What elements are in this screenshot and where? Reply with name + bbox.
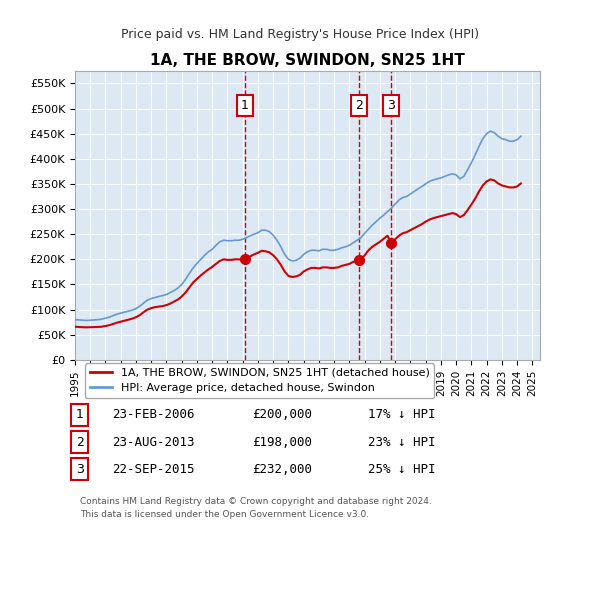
Text: 2: 2 bbox=[355, 99, 363, 112]
Text: 2: 2 bbox=[76, 435, 83, 448]
Text: 23-FEB-2006: 23-FEB-2006 bbox=[112, 408, 194, 421]
Text: £198,000: £198,000 bbox=[252, 435, 312, 448]
Text: 17% ↓ HPI: 17% ↓ HPI bbox=[368, 408, 436, 421]
Text: 1: 1 bbox=[76, 408, 83, 421]
Title: 1A, THE BROW, SWINDON, SN25 1HT: 1A, THE BROW, SWINDON, SN25 1HT bbox=[150, 53, 465, 68]
Text: 1: 1 bbox=[241, 99, 249, 112]
Legend: 1A, THE BROW, SWINDON, SN25 1HT (detached house), HPI: Average price, detached h: 1A, THE BROW, SWINDON, SN25 1HT (detache… bbox=[85, 363, 434, 398]
Text: 3: 3 bbox=[387, 99, 395, 112]
Text: 23-AUG-2013: 23-AUG-2013 bbox=[112, 435, 194, 448]
Text: £232,000: £232,000 bbox=[252, 463, 312, 476]
Text: 25% ↓ HPI: 25% ↓ HPI bbox=[368, 463, 436, 476]
Text: Price paid vs. HM Land Registry's House Price Index (HPI): Price paid vs. HM Land Registry's House … bbox=[121, 28, 479, 41]
Text: 23% ↓ HPI: 23% ↓ HPI bbox=[368, 435, 436, 448]
Text: £200,000: £200,000 bbox=[252, 408, 312, 421]
Text: 22-SEP-2015: 22-SEP-2015 bbox=[112, 463, 194, 476]
Text: 3: 3 bbox=[76, 463, 83, 476]
Text: Contains HM Land Registry data © Crown copyright and database right 2024.
This d: Contains HM Land Registry data © Crown c… bbox=[80, 497, 431, 519]
